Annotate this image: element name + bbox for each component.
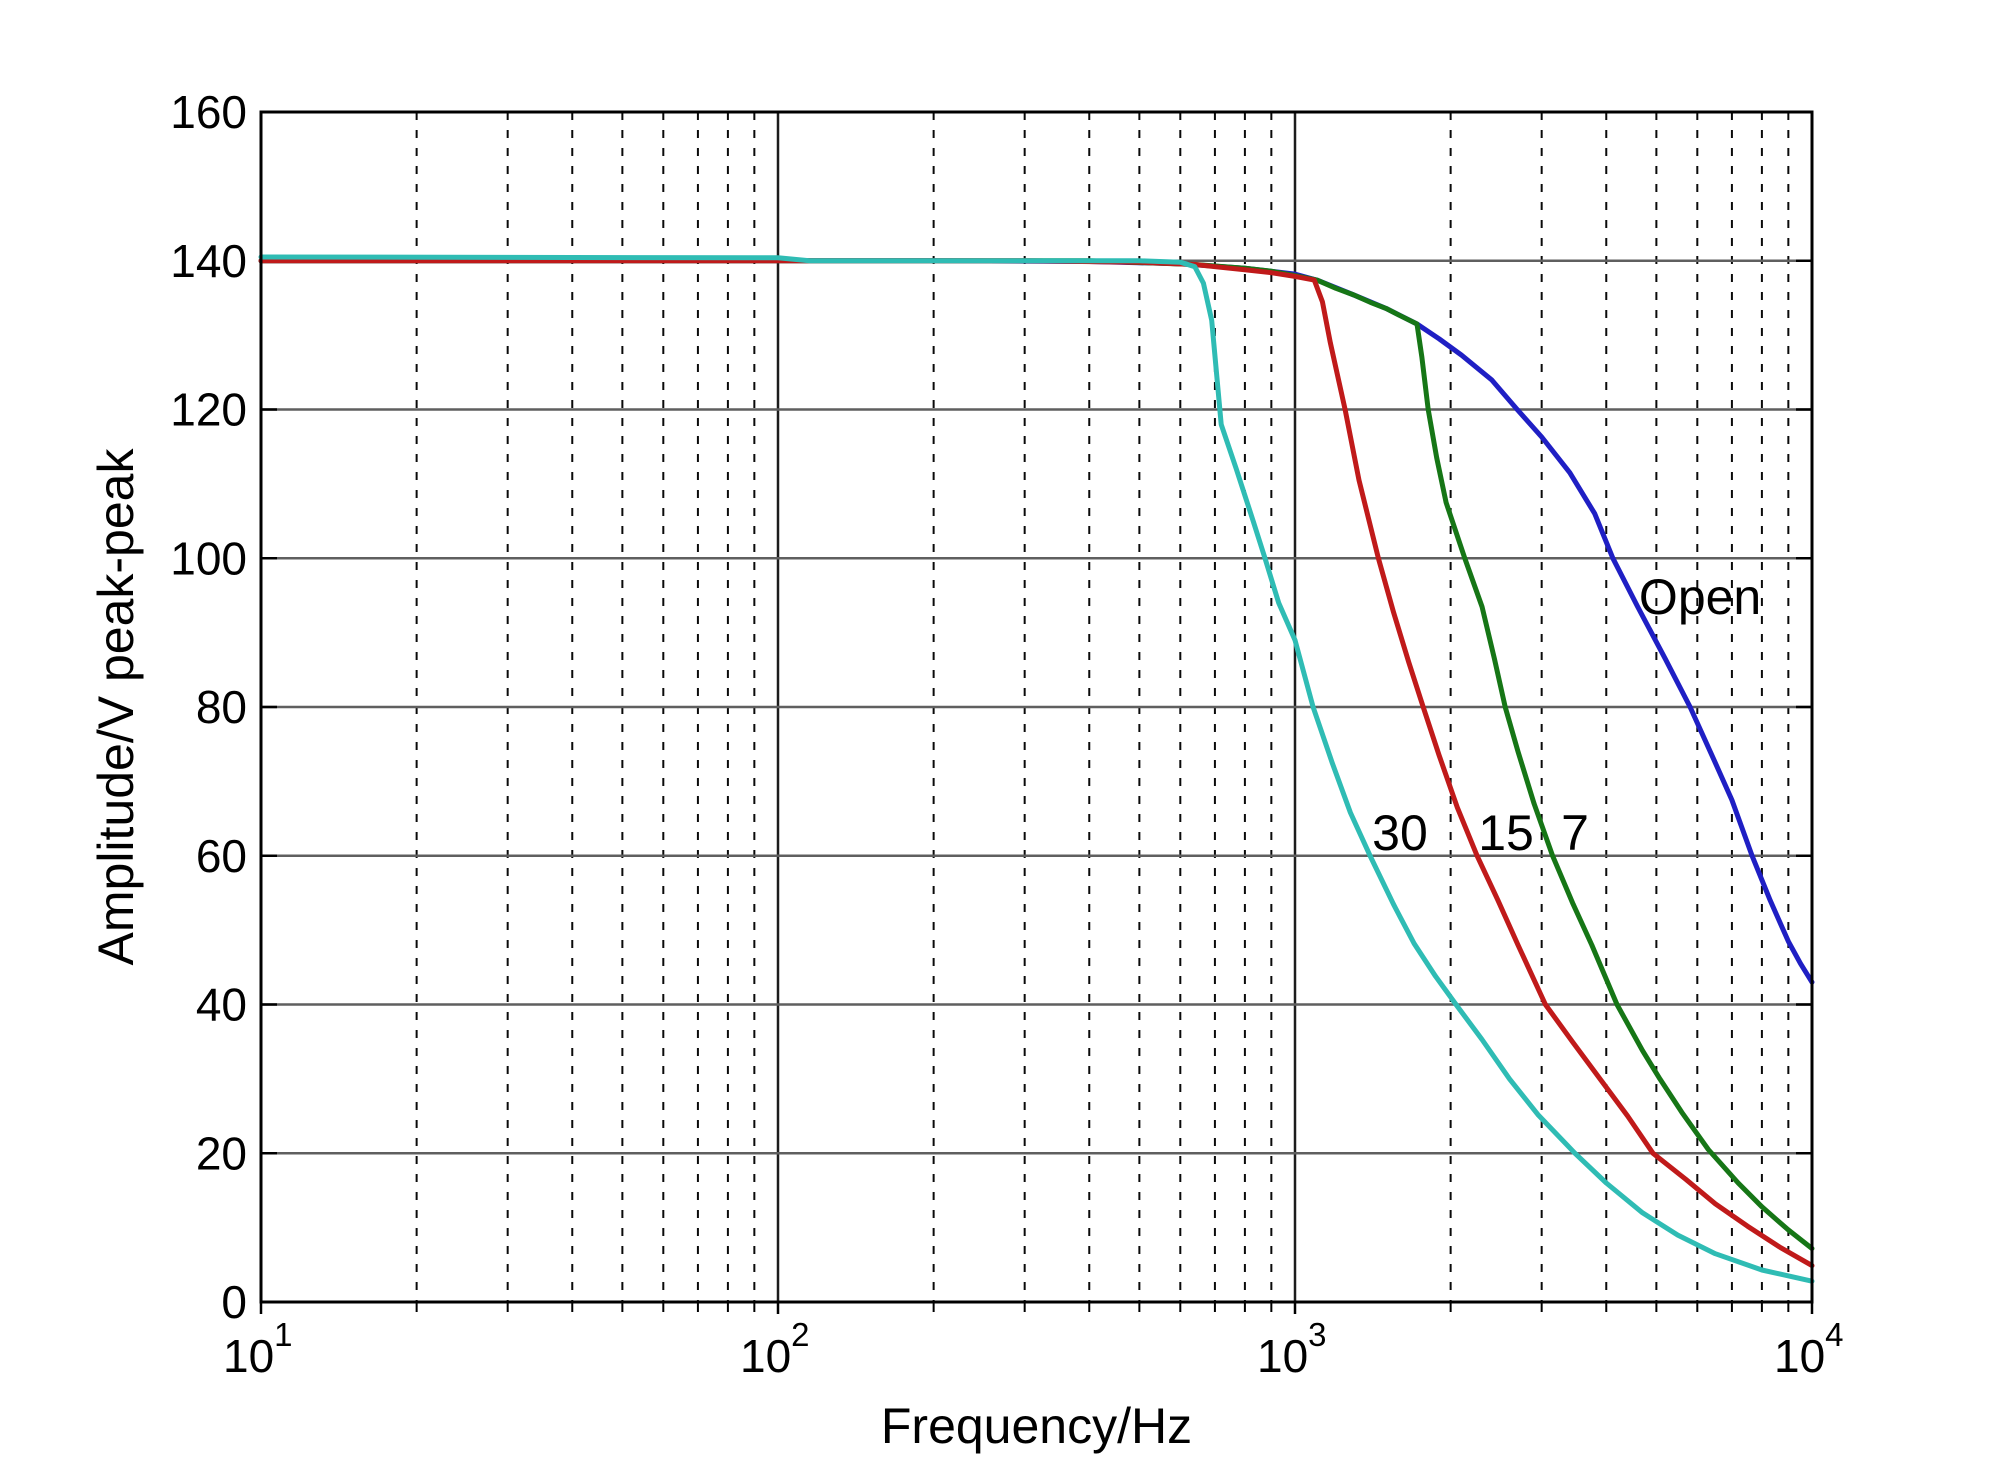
plot-border [259, 110, 1814, 1304]
y-tick-label: 140 [170, 235, 247, 287]
x-tick-label: 104 [1774, 1316, 1844, 1382]
y-tick-label: 20 [196, 1127, 247, 1179]
y-tick-label: 160 [170, 86, 247, 138]
y-tick-label: 120 [170, 384, 247, 436]
x-tick-exponent: 4 [1825, 1316, 1843, 1353]
y-tick-label: 60 [196, 830, 247, 882]
curve-label-7: 7 [1561, 805, 1589, 861]
y-tick-label: 0 [221, 1276, 247, 1328]
y-axis-title: Amplitude/V peak-peak [88, 448, 144, 966]
x-tick-label: 102 [740, 1316, 810, 1382]
y-tick-label: 40 [196, 979, 247, 1031]
x-tick-exponent: 1 [274, 1316, 292, 1353]
curve-15 [258, 258, 1815, 1269]
x-tick-base: 10 [740, 1330, 791, 1382]
y-tick-label: 100 [170, 532, 247, 584]
curve-label-30: 30 [1372, 805, 1428, 861]
x-tick-label: 103 [1257, 1316, 1327, 1382]
x-tick-exponent: 2 [791, 1316, 809, 1353]
x-tick-exponent: 3 [1308, 1316, 1326, 1353]
curve-30 [258, 254, 1815, 1284]
curve-label-open: Open [1639, 569, 1761, 625]
x-tick-base: 10 [223, 1330, 274, 1382]
x-tick-base: 10 [1257, 1330, 1308, 1382]
x-axis-title: Frequency/Hz [881, 1398, 1192, 1454]
y-tick-label: 80 [196, 681, 247, 733]
x-tick-base: 10 [1774, 1330, 1825, 1382]
x-tick-label: 101 [223, 1316, 293, 1382]
curve-label-15: 15 [1478, 805, 1534, 861]
